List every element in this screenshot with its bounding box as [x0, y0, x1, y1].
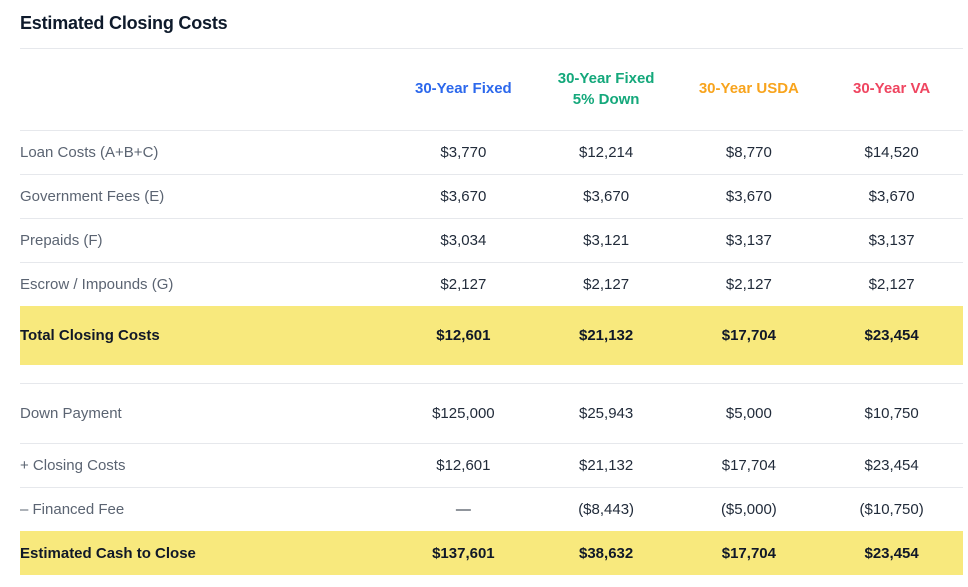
cell-value: $12,601 — [436, 327, 491, 345]
cell-value: $137,601 — [432, 544, 495, 562]
cell-value: $3,670 — [868, 187, 915, 205]
cell-value: ($5,000) — [720, 500, 777, 518]
cell-value: $21,132 — [579, 327, 634, 345]
cell-value: ($10,750) — [859, 500, 924, 518]
table-row: Loan Costs (A+B+C) $3,770 $12,214 $8,770 $14… — [20, 130, 963, 174]
cell-value: $2,127 — [583, 275, 630, 293]
table-row: Government Fees (E) $3,670 $3,670 $3,670 $3,… — [20, 174, 963, 218]
cell-value: $17,704 — [721, 327, 776, 345]
row-label: Escrow / Impounds (G) — [20, 275, 174, 293]
header-row: 30-Year Fixed 30-Year Fixed 5% Down 30-Year… — [20, 49, 963, 131]
cell-value: $3,121 — [583, 231, 630, 249]
cell-value: $17,704 — [721, 544, 776, 562]
cell-value: $17,704 — [721, 456, 776, 474]
cell-value: ($8,443) — [578, 500, 635, 518]
column-header-30-year-fixed-5-down: 30-Year Fixed 5% Down — [534, 49, 678, 131]
row-label: Government Fees (E) — [20, 187, 165, 205]
section-closing-costs: Loan Costs (A+B+C) $3,770 $12,214 $8,770 $14… — [20, 130, 963, 365]
cell-value: $3,670 — [725, 187, 772, 205]
cell-value: $8,770 — [725, 143, 772, 161]
cell-value: $23,454 — [864, 327, 919, 345]
cell-value: $38,632 — [579, 544, 634, 562]
row-label: Total Closing Costs — [20, 327, 160, 345]
cell-value: $25,943 — [579, 404, 634, 422]
cell-value: $2,127 — [868, 275, 915, 293]
cell-value: $14,520 — [864, 143, 919, 161]
row-label: Loan Costs (A+B+C) — [20, 143, 159, 161]
cell-value: $3,670 — [440, 187, 487, 205]
cell-value: — — [455, 500, 471, 518]
table-row: Prepaids (F) $3,034 $3,121 $3,137 $3,137 — [20, 218, 963, 262]
cell-value: $3,034 — [440, 231, 487, 249]
column-header-30-year-va: 30-Year VA — [820, 49, 963, 131]
row-label: Down Payment — [20, 404, 122, 422]
page-title: Estimated Closing Costs — [20, 0, 963, 49]
cell-value: $3,770 — [440, 143, 487, 161]
table-row: Escrow / Impounds (G) $2,127 $2,127 $2,127 $… — [20, 262, 963, 306]
cell-value: $23,454 — [864, 456, 919, 474]
cell-value: $23,454 — [864, 544, 919, 562]
table-row: + Closing Costs $12,601 $21,132 $17,704 $23,… — [20, 443, 963, 487]
row-label: Prepaids (F) — [20, 231, 103, 249]
cell-value: $21,132 — [579, 456, 634, 474]
table-row: Down Payment $125,000 $25,943 $5,000 $10,750 — [20, 383, 963, 443]
row-label: – Financed Fee — [20, 500, 125, 518]
section-divider — [20, 365, 963, 383]
total-row: Estimated Cash to Close $137,601 $38,632 $1… — [20, 531, 963, 575]
cell-value: $125,000 — [432, 404, 495, 422]
header-empty-cell — [20, 49, 392, 131]
closing-costs-table: 30-Year Fixed 30-Year Fixed 5% Down 30-Year… — [20, 49, 963, 575]
cell-value: $5,000 — [725, 404, 772, 422]
cell-value: $12,214 — [579, 143, 634, 161]
total-row: Total Closing Costs $12,601 $21,132 $17,704… — [20, 306, 963, 365]
cell-value: $3,670 — [583, 187, 630, 205]
row-label: + Closing Costs — [20, 456, 126, 474]
cell-value: $3,137 — [868, 231, 915, 249]
cell-value: $12,601 — [436, 456, 491, 474]
cell-value: $3,137 — [725, 231, 772, 249]
column-header-30-year-fixed: 30-Year Fixed — [392, 49, 535, 131]
cell-value: $10,750 — [864, 404, 919, 422]
section-cash-to-close: Down Payment $125,000 $25,943 $5,000 $10,750… — [20, 383, 963, 575]
cell-value: $2,127 — [725, 275, 772, 293]
section-divider-row — [20, 365, 963, 383]
column-header-30-year-usda: 30-Year USDA — [677, 49, 821, 131]
cell-value: $2,127 — [440, 275, 487, 293]
row-label: Estimated Cash to Close — [20, 544, 196, 562]
table-row: – Financed Fee — ($8,443) ($5,000) ($10,750) — [20, 487, 963, 531]
